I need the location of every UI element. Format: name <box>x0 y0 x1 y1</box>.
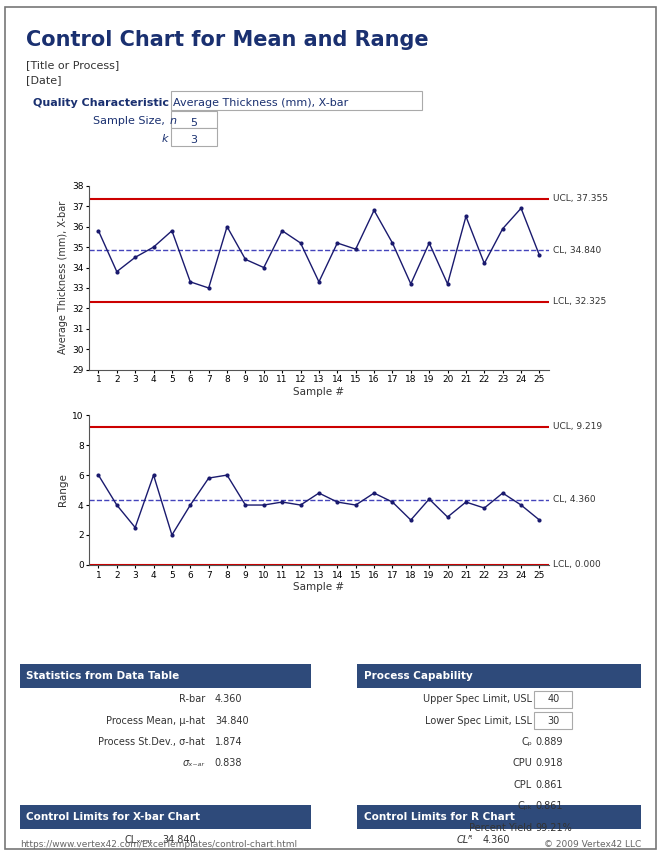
Bar <box>20 805 311 829</box>
Y-axis label: Range: Range <box>58 473 68 507</box>
Text: Cₚ: Cₚ <box>522 737 532 747</box>
Text: 40: 40 <box>547 694 559 704</box>
Text: Control Limits for X-bar Chart: Control Limits for X-bar Chart <box>26 812 200 822</box>
Text: CPU: CPU <box>512 758 532 769</box>
Text: 3: 3 <box>190 135 197 146</box>
Bar <box>534 712 572 729</box>
Text: https://www.vertex42.com/ExcelTemplates/control-chart.html: https://www.vertex42.com/ExcelTemplates/… <box>20 841 297 849</box>
Text: 4.360: 4.360 <box>483 835 510 845</box>
Text: 1.874: 1.874 <box>215 737 243 747</box>
Text: Upper Spec Limit, USL: Upper Spec Limit, USL <box>423 694 532 704</box>
Text: Statistics from Data Table: Statistics from Data Table <box>26 671 180 681</box>
Text: CL, 34.840: CL, 34.840 <box>553 246 601 255</box>
Text: LCL, 32.325: LCL, 32.325 <box>553 297 606 306</box>
Text: 0.889: 0.889 <box>535 737 563 747</box>
Text: CLᴿ: CLᴿ <box>456 835 473 845</box>
Bar <box>20 663 311 688</box>
Text: CLₓ₋ₐᵣ: CLₓ₋ₐᵣ <box>124 835 152 845</box>
Text: CPL: CPL <box>514 780 532 790</box>
X-axis label: Sample #: Sample # <box>293 387 344 397</box>
Text: 5: 5 <box>190 118 197 128</box>
Text: Sample Size,: Sample Size, <box>93 116 169 127</box>
Text: Process St.Dev., σ-hat: Process St.Dev., σ-hat <box>98 737 205 747</box>
Text: CL, 4.360: CL, 4.360 <box>553 495 596 504</box>
Text: UCL, 9.219: UCL, 9.219 <box>553 422 602 431</box>
Bar <box>534 691 572 708</box>
Text: LCL, 0.000: LCL, 0.000 <box>553 561 601 569</box>
Text: Cₚₖ: Cₚₖ <box>517 801 532 811</box>
Text: 30: 30 <box>547 716 559 726</box>
Text: Process Capability: Process Capability <box>364 671 473 681</box>
Text: [Date]: [Date] <box>26 75 62 86</box>
Text: 34.840: 34.840 <box>215 716 249 726</box>
Text: Quality Characteristic: Quality Characteristic <box>32 98 169 108</box>
Bar <box>357 663 641 688</box>
Text: 0.861: 0.861 <box>535 780 563 790</box>
Text: k: k <box>162 134 169 144</box>
Text: 34.840: 34.840 <box>162 835 196 845</box>
Text: Control Limits for R Chart: Control Limits for R Chart <box>364 812 514 822</box>
Text: 4.360: 4.360 <box>215 694 243 704</box>
Text: Average Thickness (mm), X-bar: Average Thickness (mm), X-bar <box>173 98 348 108</box>
Text: σₓ₋ₐᵣ: σₓ₋ₐᵣ <box>183 758 205 769</box>
Text: Lower Spec Limit, LSL: Lower Spec Limit, LSL <box>425 716 532 726</box>
Text: Percent Yield: Percent Yield <box>469 823 532 833</box>
Text: [Title or Process]: [Title or Process] <box>26 60 120 70</box>
Text: n: n <box>169 116 176 127</box>
Text: R-bar: R-bar <box>178 694 205 704</box>
Text: 0.918: 0.918 <box>535 758 563 769</box>
Text: 0.861: 0.861 <box>535 801 563 811</box>
Bar <box>357 805 641 829</box>
Text: UCL, 37.355: UCL, 37.355 <box>553 194 608 204</box>
Text: Process Mean, μ-hat: Process Mean, μ-hat <box>106 716 205 726</box>
Y-axis label: Average Thickness (mm), X-bar: Average Thickness (mm), X-bar <box>58 201 68 354</box>
Text: © 2009 Vertex42 LLC: © 2009 Vertex42 LLC <box>544 841 641 849</box>
Text: 0.838: 0.838 <box>215 758 243 769</box>
X-axis label: Sample #: Sample # <box>293 582 344 592</box>
Text: Control Chart for Mean and Range: Control Chart for Mean and Range <box>26 30 429 50</box>
Text: 99.21%: 99.21% <box>535 823 572 833</box>
